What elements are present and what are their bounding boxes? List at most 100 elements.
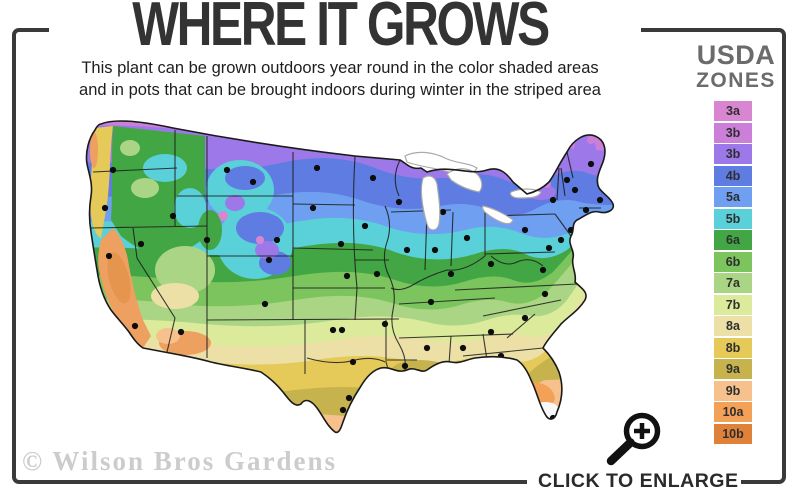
legend-zone-row: 7a: [714, 273, 752, 294]
city-dot: [177, 328, 185, 336]
legend-title-zones: ZONES: [696, 69, 776, 92]
legend-zone-row: 5b: [714, 208, 752, 229]
city-dot: [541, 290, 549, 298]
legend-zone-row: 4b: [714, 165, 752, 186]
city-dot: [539, 266, 547, 274]
city-dot: [338, 326, 346, 334]
city-dot: [557, 236, 565, 244]
city-dot: [381, 320, 389, 328]
subtitle: This plant can be grown outdoors year ro…: [25, 58, 655, 102]
city-dot: [101, 204, 109, 212]
zone-label: 3b: [725, 125, 741, 140]
enlarge-label[interactable]: CLICK TO ENLARGE: [538, 470, 739, 492]
city-dot: [459, 344, 467, 352]
zone-label: 9a: [726, 362, 740, 377]
city-dot: [339, 406, 347, 414]
city-dot: [137, 240, 145, 248]
zone-label: 8a: [726, 319, 740, 334]
city-dot: [169, 212, 177, 220]
city-dot: [497, 352, 505, 360]
city-dot: [249, 178, 257, 186]
zone-label: 9b: [725, 383, 741, 398]
city-dot: [265, 256, 273, 264]
city-dot: [587, 160, 595, 168]
zone-swatch-list: 3a 3b 3b 4b 5a 5b 6a 6b 7a 7b 8a 8b 9a 9b 10a 10b: [714, 101, 752, 444]
zone-label: 10b: [722, 426, 744, 441]
city-dot: [582, 206, 590, 214]
city-dot: [521, 226, 529, 234]
zone-label: 6a: [726, 233, 740, 248]
subtitle-line-2: and in pots that can be brought indoors …: [79, 80, 601, 99]
city-dot: [349, 358, 357, 366]
zone-label: 4b: [725, 168, 741, 183]
west-region-patches: [89, 126, 293, 355]
city-dot: [343, 272, 351, 280]
city-dot: [105, 252, 113, 260]
city-dot: [109, 166, 117, 174]
city-dot: [373, 270, 381, 278]
click-to-enlarge[interactable]: CLICK TO ENLARGE: [538, 408, 738, 493]
zone-label: 10a: [722, 405, 744, 420]
us-map-svg: [85, 120, 615, 434]
subtitle-line-1: This plant can be grown outdoors year ro…: [81, 59, 599, 77]
zone-label: 3b: [725, 147, 741, 162]
city-dot: [401, 362, 409, 370]
legend-title-usda: USDA: [696, 40, 776, 70]
legend-zone-row: 3b: [714, 144, 752, 165]
legend-zone-row: 3a: [714, 101, 752, 122]
frame-gap-bottom: [527, 478, 741, 492]
legend-zone-row: 10a: [714, 402, 752, 423]
zone-label: 7a: [726, 276, 740, 291]
city-dot: [309, 204, 317, 212]
city-dot: [463, 234, 471, 242]
zone-label: 6b: [725, 254, 741, 269]
frame-gap-top: [49, 24, 641, 36]
city-dot: [427, 298, 435, 306]
city-dot: [203, 236, 211, 244]
city-dot: [369, 174, 377, 182]
city-dot: [337, 240, 345, 248]
city-dot: [395, 198, 403, 206]
zone-label: 5a: [726, 190, 740, 205]
city-dot: [447, 270, 455, 278]
city-dot: [273, 236, 281, 244]
page-title: WHERE IT GROWS: [132, 0, 550, 59]
zone-label: 3a: [726, 104, 740, 119]
us-outline: [85, 120, 615, 434]
state-borders: [90, 130, 601, 387]
lake-erie: [482, 205, 514, 225]
zone-label: 7b: [725, 297, 741, 312]
legend-zone-row: 9a: [714, 359, 752, 380]
legend-zone-row: 8b: [714, 337, 752, 358]
city-dot: [313, 164, 321, 172]
city-dot: [369, 388, 377, 396]
legend-zone-row: 8a: [714, 316, 752, 337]
hardiness-zone-map[interactable]: [55, 108, 675, 483]
lake-michigan: [420, 175, 441, 231]
zone-label: 5b: [725, 211, 741, 226]
legend-zone-row: 3b: [714, 122, 752, 143]
city-dot: [549, 196, 557, 204]
city-dot: [403, 246, 411, 254]
legend-zone-row: 5a: [714, 187, 752, 208]
city-dot: [361, 222, 369, 230]
city-dot: [423, 344, 431, 352]
legend-zone-row: 10b: [714, 423, 752, 444]
city-dot: [519, 398, 527, 406]
zone-label: 8b: [725, 340, 741, 355]
city-dot: [487, 328, 495, 336]
legend-zone-row: 7b: [714, 294, 752, 315]
city-dot: [345, 394, 353, 402]
city-dot: [571, 186, 579, 194]
magnifier-plus-icon[interactable]: [600, 408, 668, 468]
legend-zone-row: 6a: [714, 230, 752, 251]
city-dots: [101, 160, 604, 422]
header: WHERE IT GROWS This plant can be grown o…: [25, 0, 655, 102]
city-dot: [596, 196, 604, 204]
city-dot: [563, 176, 571, 184]
legend-zone-row: 6b: [714, 251, 752, 272]
city-dot: [261, 300, 269, 308]
city-dot: [223, 166, 231, 174]
city-dot: [545, 244, 553, 252]
